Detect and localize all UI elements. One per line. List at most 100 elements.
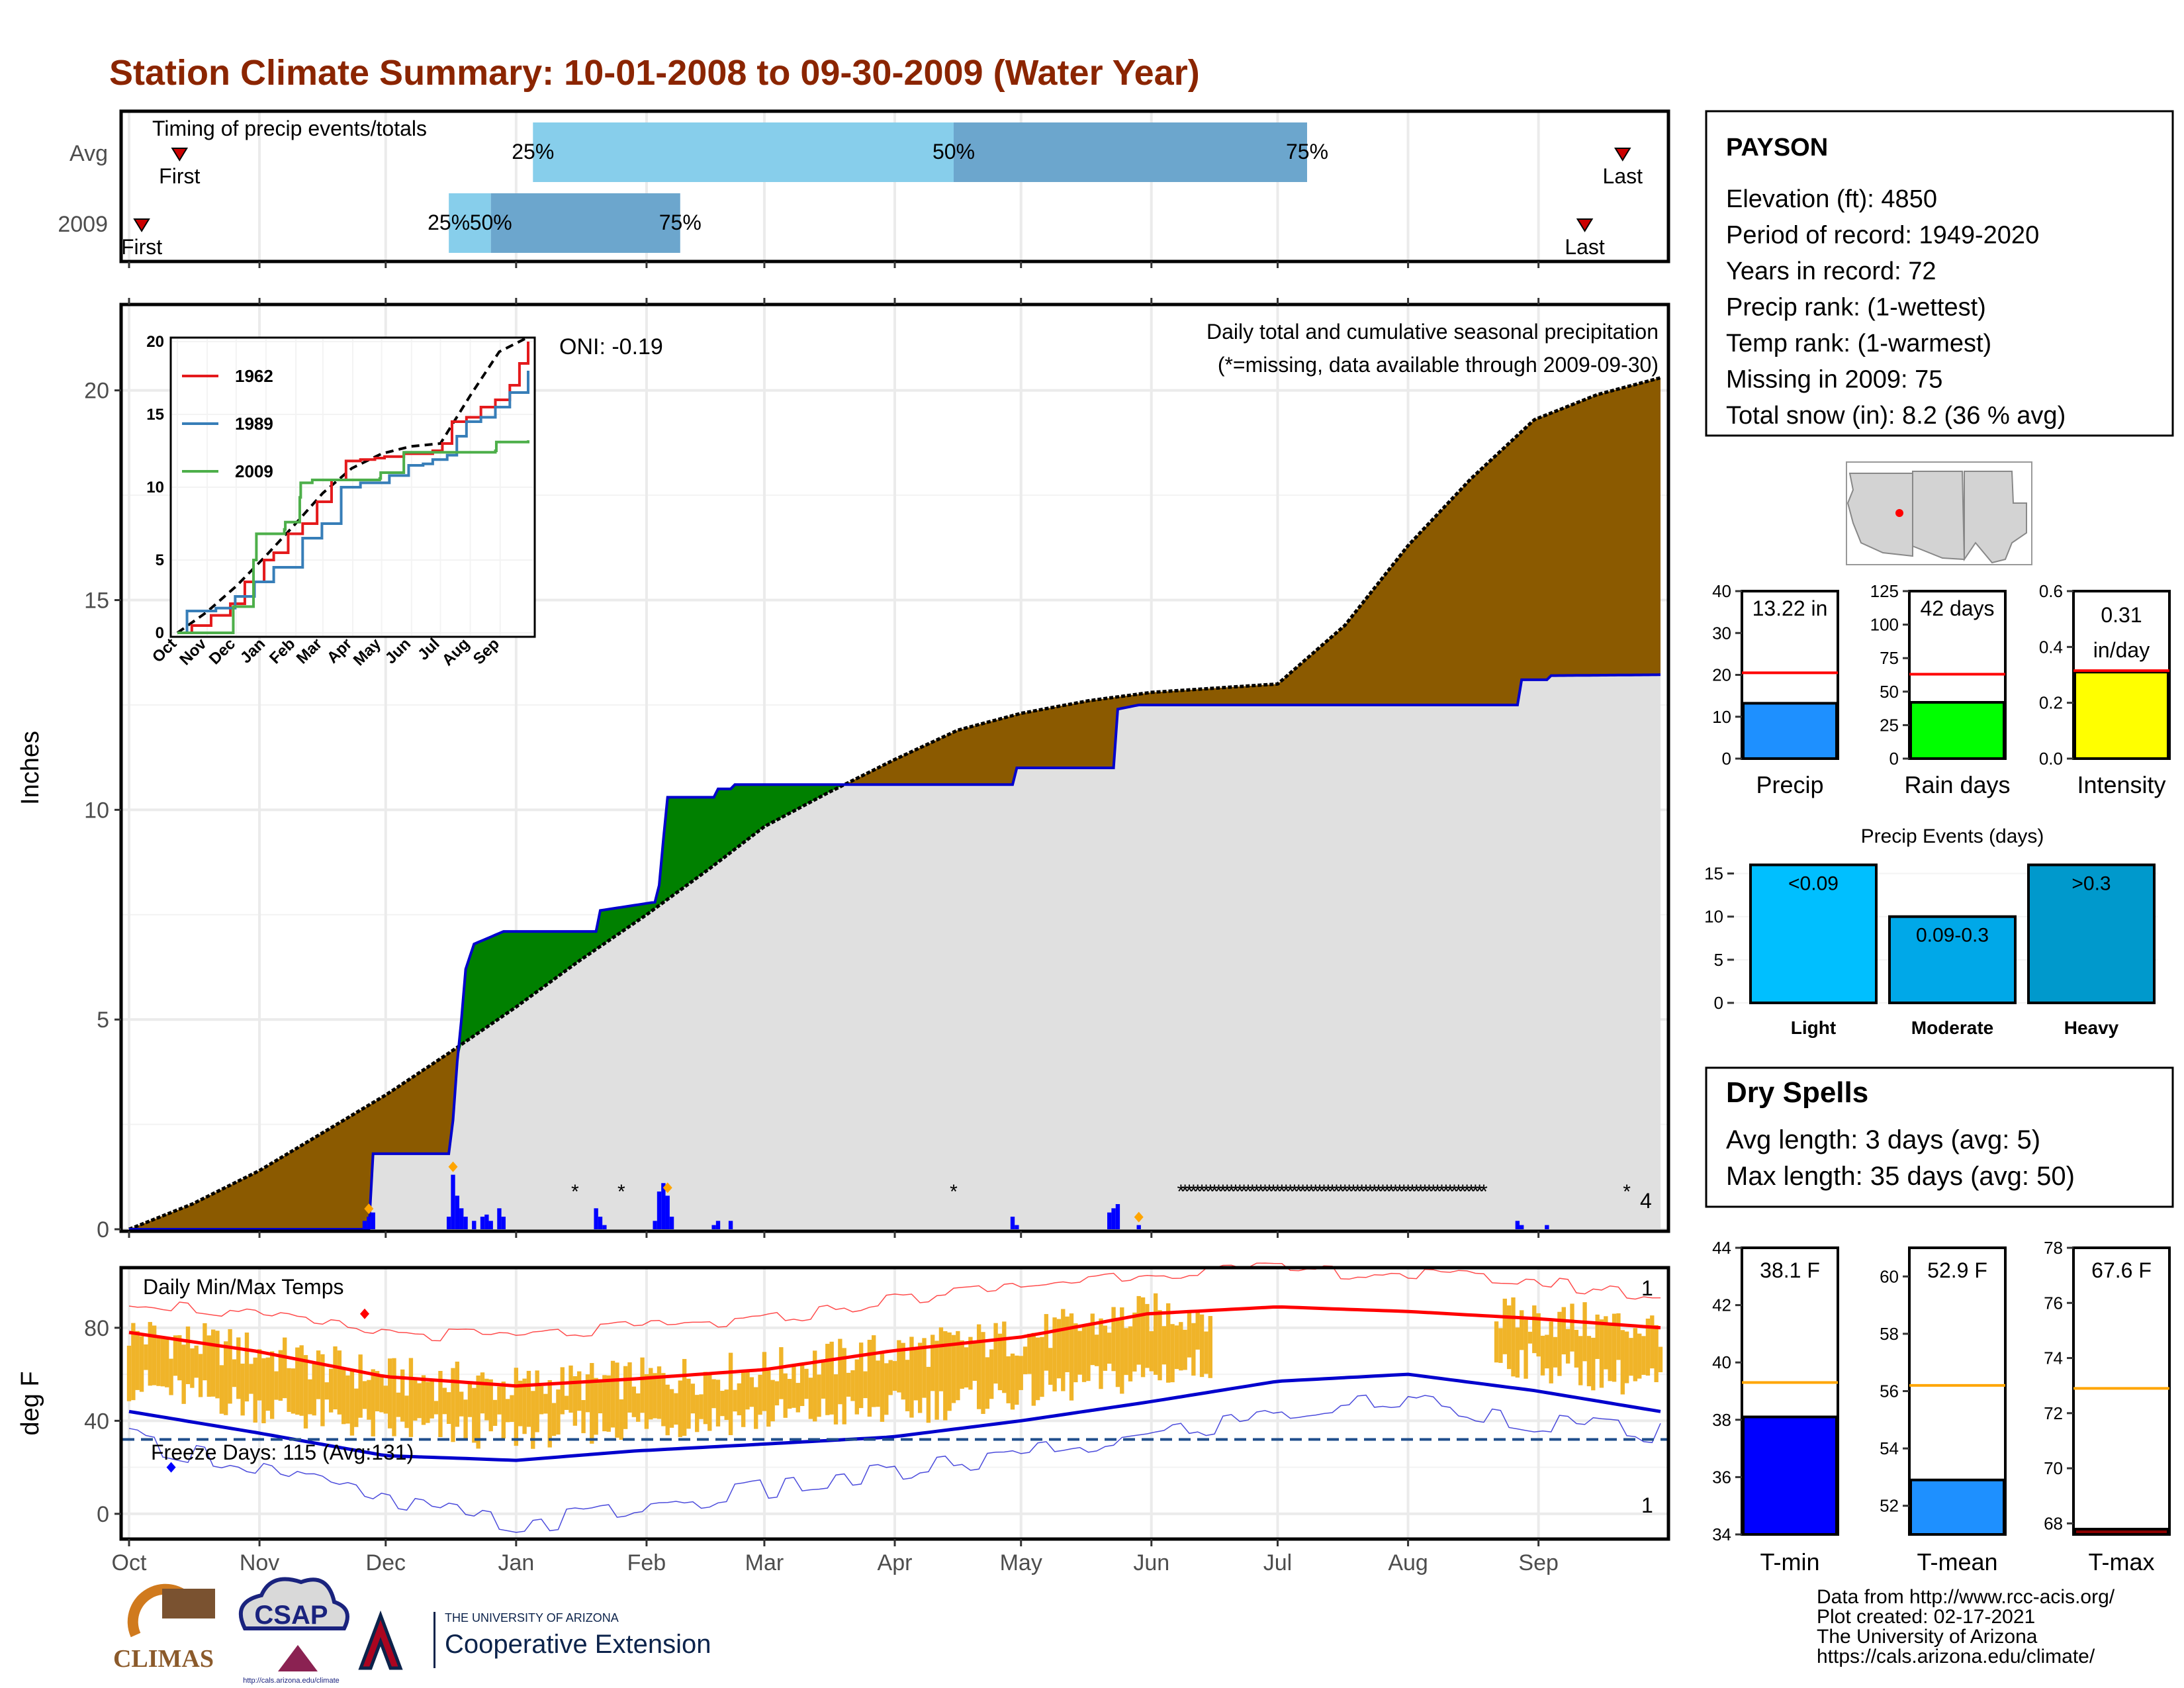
daily-temp-bar (1191, 1323, 1196, 1376)
daily-temp-bar (451, 1368, 455, 1442)
daily-temp-bar (951, 1335, 956, 1403)
daily-precip-bar (488, 1221, 493, 1229)
daily-temp-bar (1578, 1336, 1583, 1385)
daily-temp-bar (1073, 1323, 1078, 1383)
daily-precip-bar (665, 1196, 670, 1229)
temp-summary-tick-label: 54 (1880, 1438, 1899, 1458)
daily-temp-bar (572, 1376, 578, 1426)
daily-precip-bar (367, 1216, 371, 1229)
daily-temp-bar (135, 1331, 140, 1390)
timing-q25-label-1: 25% (428, 211, 470, 234)
missing-day-marker: * (1430, 1181, 1437, 1203)
daily-temp-bar (1208, 1316, 1212, 1378)
daily-temp-bar (1183, 1329, 1187, 1370)
daily-temp-bar (1553, 1336, 1558, 1368)
daily-temp-bar (960, 1340, 964, 1389)
csap-logo: CSAP http://cals.arizona.edu/climate (238, 1577, 349, 1685)
temp-summary-bars: 38.1 F 34 36 38 40 42 44 T-min 52.9 F 52 54 56 58 60 T… (1712, 1238, 2171, 1575)
temp-summary-value-2: 67.6 F (2091, 1258, 2152, 1282)
daily-temp-bar (1586, 1336, 1592, 1387)
daily-temp-bar (433, 1401, 439, 1415)
missing-day-marker: * (1320, 1181, 1328, 1203)
record-low-marker (166, 1462, 176, 1473)
daily-temp-bar (779, 1347, 784, 1399)
daily-temp-bar (488, 1379, 493, 1432)
daily-temp-bar (842, 1348, 846, 1425)
daily-temp-bar (1545, 1335, 1549, 1369)
daily-temp-bar (459, 1391, 464, 1417)
station-info-line-1: Period of record: 1949-2020 (1726, 222, 2039, 250)
daily-temp-bar (699, 1394, 704, 1419)
missing-day-marker: * (1215, 1181, 1223, 1203)
daily-temp-bar (497, 1386, 502, 1415)
daily-temp-bar (1077, 1331, 1082, 1375)
daily-temp-bar (741, 1370, 746, 1427)
daily-temp-bar (1120, 1307, 1124, 1394)
daily-temp-bar (383, 1385, 388, 1414)
missing-day-marker: * (1375, 1181, 1383, 1203)
missing-day-marker: * (1181, 1181, 1189, 1203)
csap-mountain (278, 1645, 318, 1671)
ua-divider (433, 1612, 435, 1668)
precip-common-area (129, 675, 1661, 1229)
daily-precip-bar (1111, 1208, 1116, 1229)
missing-day-marker: * (1341, 1181, 1349, 1203)
daily-temp-bar (1650, 1315, 1655, 1369)
summary-bar-precip (1742, 702, 1838, 761)
daily-temp-bar (1616, 1313, 1621, 1360)
daily-temp-bar (240, 1363, 245, 1416)
daily-temp-bar (799, 1363, 805, 1407)
events-tick-label: 0 (1714, 993, 1723, 1013)
missing-day-marker: * (1308, 1181, 1316, 1203)
daily-temp-bar (610, 1360, 615, 1428)
csap-logo-url: http://cals.arizona.edu/climate (243, 1677, 340, 1685)
daily-temp-bar (261, 1358, 266, 1424)
temp-summary-tick-label: 52 (1880, 1496, 1899, 1516)
missing-day-marker: * (1417, 1181, 1425, 1203)
station-info-line-3: Precip rank: (1-wettest) (1726, 294, 1986, 322)
daily-temp-bar (400, 1369, 405, 1422)
timing-row-label-avg: Avg (69, 141, 108, 166)
daily-temp-bar (602, 1375, 607, 1432)
daily-temp-bar (1599, 1319, 1604, 1388)
temp-summary-tick-label: 40 (1712, 1352, 1731, 1372)
missing-day-marker: * (1476, 1181, 1484, 1203)
temp-summary-name-1: T-mean (1917, 1548, 1997, 1575)
daily-temp-bar (1056, 1319, 1062, 1379)
daily-temp-bar (863, 1371, 868, 1399)
daily-temp-bar (956, 1331, 960, 1401)
missing-day-marker: * (1223, 1181, 1231, 1203)
events-category-0: Light (1791, 1017, 1836, 1038)
daily-temp-bar (838, 1338, 842, 1405)
missing-day-marker: * (1337, 1181, 1345, 1203)
missing-day-marker: * (1261, 1181, 1269, 1203)
daily-temp-bar (257, 1349, 262, 1401)
daily-temp-bar (165, 1336, 169, 1387)
climas-logo-text: CLIMAS (113, 1645, 214, 1673)
month-label-jul: Jul (1263, 1550, 1292, 1575)
daily-temp-bar (396, 1392, 401, 1417)
precip-panel: * * * *************************************… (17, 303, 1670, 1243)
daily-temp-bar (1111, 1307, 1116, 1372)
ua-a-mark (358, 1610, 403, 1670)
temp-summary-value-0: 38.1 F (1760, 1258, 1820, 1282)
daily-temp-bar (362, 1381, 367, 1409)
missing-day-marker: * (617, 1181, 625, 1203)
daily-temp-bar (1494, 1321, 1499, 1363)
daily-temp-bar (539, 1386, 544, 1415)
daily-temp-bar (152, 1325, 157, 1385)
daily-temp-bar (1204, 1331, 1208, 1374)
oni-label: ONI: -0.19 (559, 334, 663, 359)
daily-temp-bar (813, 1350, 817, 1422)
daily-temp-bar (1048, 1348, 1053, 1385)
daily-temp-bar (1052, 1317, 1057, 1391)
daily-precip-bar (463, 1216, 468, 1229)
daily-temp-bar (934, 1340, 939, 1420)
daily-temp-bar (964, 1347, 969, 1388)
daily-temp-bar (657, 1366, 662, 1419)
daily-temp-bar (564, 1395, 569, 1410)
missing-day-marker: * (1455, 1181, 1463, 1203)
daily-precip-bar (472, 1221, 477, 1229)
summary-name-2: Intensity (2077, 771, 2165, 798)
daily-temp-bar (577, 1371, 582, 1411)
